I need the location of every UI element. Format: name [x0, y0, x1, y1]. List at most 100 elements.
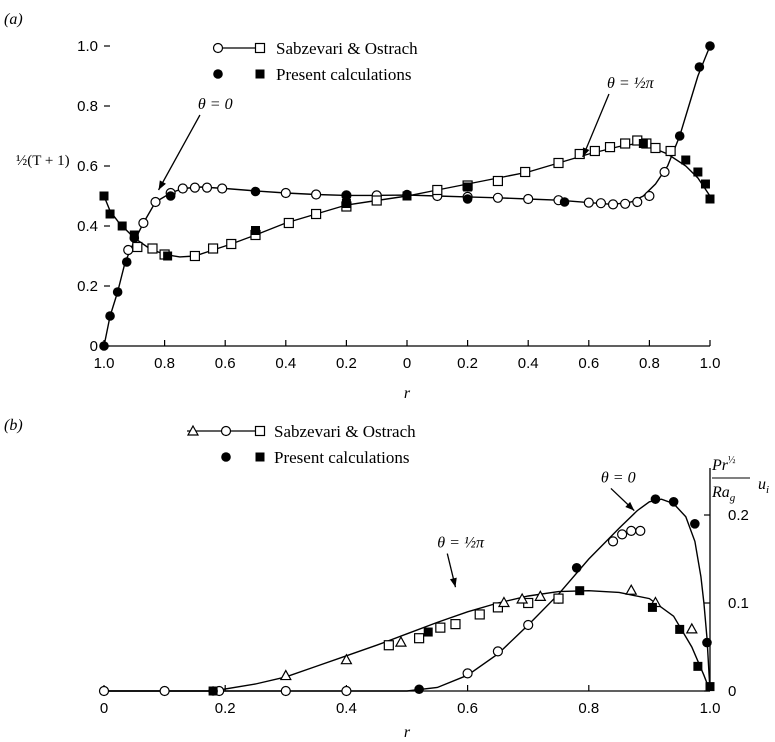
point-present-square [208, 686, 218, 696]
point-present-circle [99, 341, 109, 351]
point-present-circle [121, 257, 132, 267]
point-present-square [341, 199, 351, 208]
point-sabzevari-square [132, 241, 143, 253]
x-tick-label-a: 0.2 [457, 355, 478, 372]
point-sabzevari-circle [138, 217, 149, 229]
y-label-ra: Rag [711, 484, 736, 504]
point-sabzevari-square [665, 145, 676, 157]
point-present-square [700, 179, 710, 189]
legend-a: Sabzevari & Ostrach Present calculations [212, 39, 418, 84]
point-present-circle [414, 684, 424, 695]
point-sabzevari-circle [595, 198, 607, 209]
point-present-square [647, 602, 657, 612]
point-present-circle [690, 519, 700, 529]
point-sabzevari-circle [523, 619, 534, 631]
point-sabzevari-square [620, 138, 631, 149]
point-sabzevari-circle [123, 244, 134, 256]
annotation-arrowhead-a-theta-half-pi [582, 147, 590, 157]
legend-b-present-circle [221, 452, 231, 462]
point-sabzevari-circle [159, 685, 170, 697]
annotation-arrowhead-a-theta-0 [158, 180, 166, 190]
point-sabzevari-circle [632, 196, 643, 208]
point-present-circle [341, 191, 352, 201]
point-present-square [423, 627, 433, 637]
point-sabzevari-square [492, 175, 503, 187]
point-sabzevari-circle [189, 182, 200, 193]
point-present-circle [462, 194, 473, 204]
point-present-circle [250, 186, 261, 197]
legend-a-present-circle [213, 69, 223, 79]
legend-b-sabz-square [254, 425, 266, 437]
y-tick-label-b: 0.2 [728, 507, 749, 524]
panel-b-label: (b) [4, 417, 23, 434]
y-axis-label-a: ½(T + 1) [16, 153, 70, 169]
point-sabzevari-square [520, 166, 531, 178]
point-present-square [105, 209, 115, 219]
panel-b-chart: (b) 0 0.2 0.4 0.6 0.8 1.0 0 0.1 0.2 r Pr½ Rag u… [4, 417, 769, 741]
x-tick-label-b: 0.2 [215, 700, 236, 717]
y-tick-label-a: 1.0 [77, 38, 98, 55]
series-line-b-theta-half-pi [104, 589, 711, 692]
point-sabzevari-square [226, 238, 237, 250]
point-sabzevari-square [414, 633, 425, 644]
point-sabzevari-square [147, 243, 158, 254]
y-tick-label-a: 0.6 [77, 158, 98, 175]
point-present-square [681, 155, 691, 165]
legend-a-present-square [255, 69, 265, 79]
series-line-b-theta-0 [104, 498, 711, 692]
point-sabzevari-square [553, 157, 564, 169]
point-sabzevari-circle [635, 525, 646, 536]
x-tick-label-b: 1.0 [700, 700, 721, 717]
x-tick-label-a: 1.0 [94, 355, 115, 372]
x-tick-label-a: 0.4 [518, 355, 539, 372]
x-tick-label-a: 1.0 [700, 355, 721, 372]
point-sabzevari-square [450, 619, 461, 630]
point-sabzevari-square [474, 609, 485, 620]
point-present-circle [694, 62, 705, 72]
point-sabzevari-circle [311, 189, 322, 200]
point-present-square [638, 139, 648, 148]
point-sabzevari-circle [617, 529, 628, 540]
point-sabzevari-circle [644, 190, 655, 202]
point-present-square [463, 182, 473, 192]
point-sabzevari-circle [607, 536, 619, 547]
y-label-pr: Pr½ [711, 455, 736, 474]
point-sabzevari-square [189, 250, 200, 262]
point-present-circle [702, 637, 712, 648]
point-present-circle [650, 494, 661, 504]
point-sabzevari-circle [620, 198, 631, 209]
annotation-a-theta-0: θ = 0 [198, 96, 233, 113]
point-present-square [163, 251, 173, 261]
x-tick-label-b: 0.4 [336, 700, 357, 717]
annotation-arrowhead-b-theta-half-pi [449, 577, 457, 588]
point-present-circle [105, 311, 115, 321]
point-present-square [99, 191, 109, 201]
point-present-square [693, 167, 703, 177]
legend-b: Sabzevari & Ostrach Present calculations [186, 422, 416, 467]
point-sabzevari-circle [626, 525, 637, 536]
point-sabzevari-triangle [534, 590, 547, 601]
x-tick-label-a: 0.6 [215, 355, 236, 372]
point-sabzevari-square [553, 593, 564, 604]
legend-a-sabz-circle [212, 42, 224, 54]
x-tick-label-a: 0.6 [578, 355, 599, 372]
point-sabzevari-square [650, 142, 661, 154]
x-tick-label-a: 0 [403, 355, 411, 372]
point-sabzevari-circle [523, 193, 534, 205]
point-present-circle [112, 287, 123, 297]
point-present-square [251, 226, 260, 235]
point-sabzevari-triangle [625, 583, 638, 595]
y-axis-label-b: Pr½ Rag ui [711, 455, 769, 504]
point-present-square [705, 194, 715, 204]
y-tick-label-b: 0.1 [728, 595, 749, 612]
point-sabzevari-square [432, 184, 443, 196]
legend-b-sabz-triangle [186, 424, 200, 436]
point-sabzevari-triangle [685, 622, 698, 634]
point-sabzevari-circle [150, 196, 161, 208]
point-sabzevari-square [435, 622, 446, 633]
y-tick-label-a: 0.8 [77, 98, 98, 115]
legend-a-sabz-square [254, 42, 266, 54]
point-sabzevari-triangle [279, 669, 292, 681]
x-tick-label-a: 0.4 [275, 355, 296, 372]
